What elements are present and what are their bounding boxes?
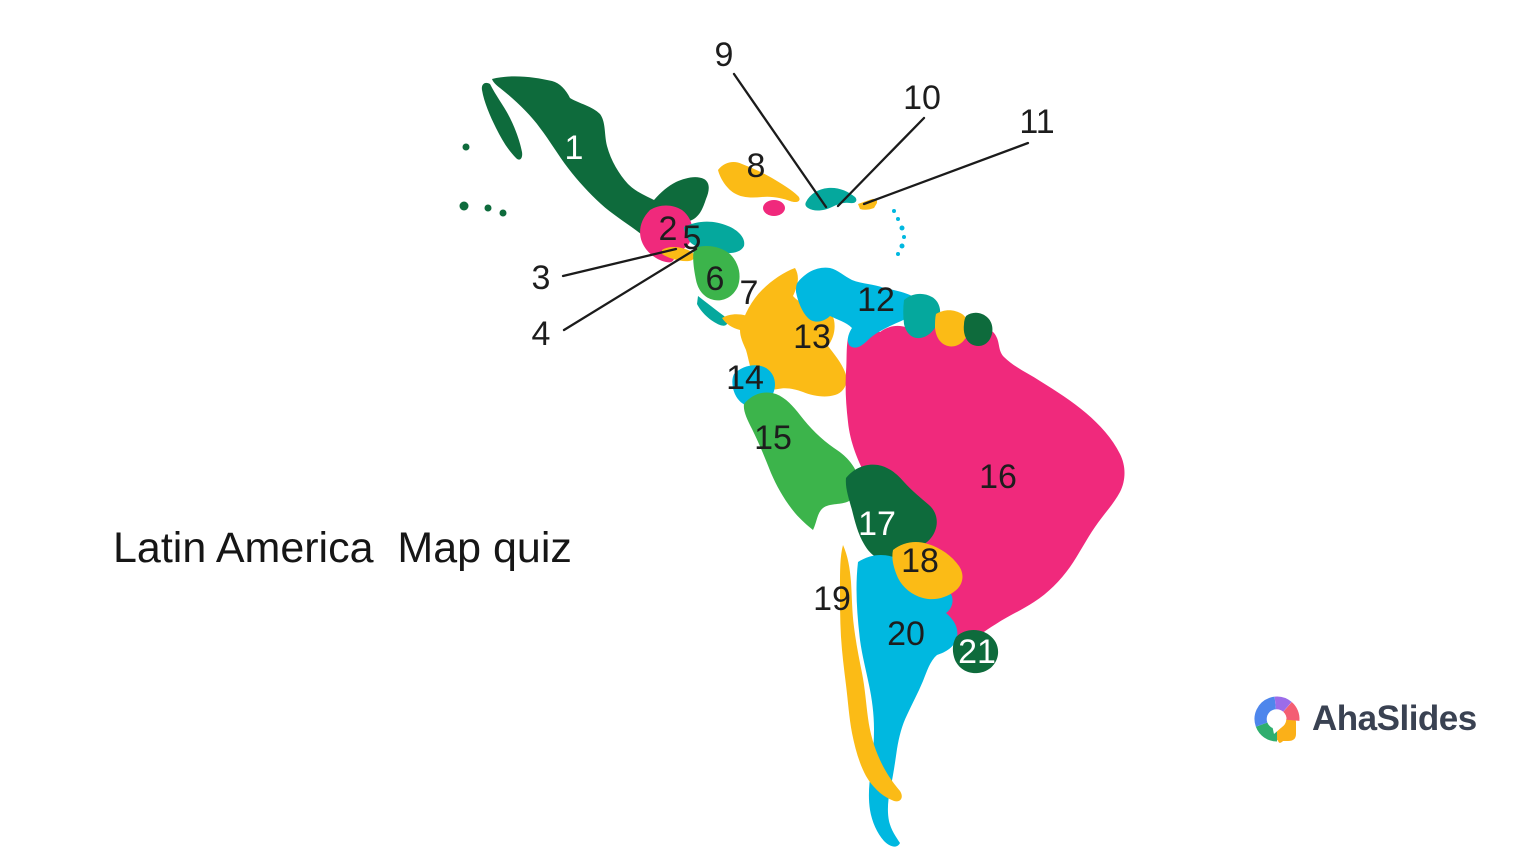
map-regions bbox=[459, 76, 1125, 847]
map-label-13: 13 bbox=[793, 318, 831, 356]
quiz-title: Latin America Map quiz bbox=[113, 524, 572, 572]
logo-green-segment bbox=[1254, 696, 1300, 742]
map-island bbox=[896, 217, 900, 221]
map-island bbox=[896, 252, 900, 256]
map-label-7: 7 bbox=[740, 274, 759, 312]
map-island bbox=[902, 235, 906, 239]
map-island bbox=[899, 243, 905, 249]
map-island bbox=[899, 225, 905, 231]
leader-line-9 bbox=[732, 72, 828, 209]
leader-line-10 bbox=[836, 116, 926, 208]
map-label-11: 11 bbox=[1019, 103, 1054, 141]
leader-line-11 bbox=[862, 141, 1030, 206]
leader-lines bbox=[561, 72, 1030, 332]
map-label-3: 3 bbox=[532, 259, 551, 297]
map-label-12: 12 bbox=[857, 281, 895, 319]
logo-center-hole bbox=[1266, 709, 1287, 729]
map-island bbox=[499, 209, 507, 217]
map-region-13 bbox=[740, 268, 847, 397]
map-label-4: 4 bbox=[532, 315, 551, 353]
map-label-2: 2 bbox=[659, 210, 678, 248]
map-island bbox=[459, 201, 469, 211]
map-region-baja bbox=[481, 82, 523, 160]
map-label-9: 9 bbox=[715, 36, 734, 74]
map-region-16 bbox=[845, 322, 1125, 646]
map-region-4 bbox=[693, 246, 740, 301]
map-region-5 bbox=[684, 221, 745, 254]
map-region-18 bbox=[892, 542, 963, 600]
map-label-15: 15 bbox=[754, 419, 792, 457]
map-region-12 bbox=[796, 267, 917, 348]
map-label-8: 8 bbox=[747, 147, 766, 185]
map-label-1: 1 bbox=[565, 129, 584, 167]
map-label-6: 6 bbox=[706, 260, 725, 298]
map-label-16: 16 bbox=[979, 458, 1017, 496]
map-label-19: 19 bbox=[813, 580, 851, 618]
map-region-19 bbox=[840, 545, 902, 802]
map-region-1 bbox=[492, 76, 709, 246]
map-number-labels: 1 2 3 4 5 6 7 8 9 10 11 12 13 14 15 16 1… bbox=[532, 36, 1055, 671]
leader-line-3 bbox=[561, 247, 678, 278]
map-region-21 bbox=[952, 629, 999, 674]
map-label-17: 17 bbox=[858, 505, 896, 543]
map-label-18: 18 bbox=[901, 542, 939, 580]
leader-line-4 bbox=[562, 247, 698, 332]
map-region-french-guiana bbox=[963, 312, 993, 347]
logo-bubble-tail bbox=[1272, 725, 1282, 734]
ahaslides-logo-icon bbox=[1254, 696, 1300, 743]
map-region-suriname bbox=[935, 310, 969, 347]
map-region-8 bbox=[718, 162, 800, 203]
map-label-21: 21 bbox=[958, 633, 996, 671]
map-region-9-10 bbox=[805, 187, 857, 211]
brand-watermark: AhaSlides bbox=[1253, 694, 1477, 744]
map-label-5: 5 bbox=[683, 219, 702, 257]
brand-name: AhaSlides bbox=[1312, 699, 1477, 738]
map-label-14: 14 bbox=[726, 359, 764, 397]
map-region-20 bbox=[856, 554, 958, 847]
map-region-jamaica bbox=[763, 200, 785, 216]
map-region-17 bbox=[845, 464, 937, 562]
map-island bbox=[484, 204, 492, 212]
map-region-6 bbox=[697, 296, 728, 326]
map-label-10: 10 bbox=[903, 79, 941, 117]
map-island bbox=[462, 143, 470, 151]
map-label-20: 20 bbox=[887, 615, 925, 653]
map-island bbox=[892, 209, 896, 213]
map-region-guyana bbox=[903, 293, 941, 339]
map-region-15 bbox=[743, 392, 860, 530]
